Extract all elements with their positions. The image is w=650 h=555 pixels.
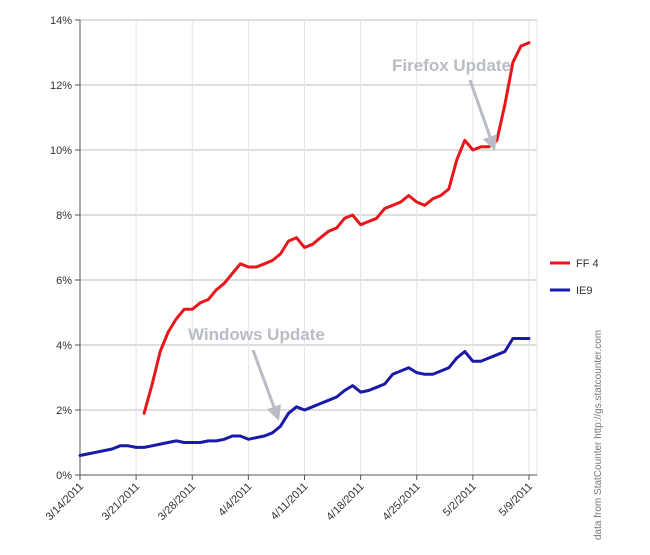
annotation-arrow-windows-update: [251, 349, 281, 421]
y-tick-label: 6%: [56, 275, 72, 287]
source-note: data from StatCounter http://gs.statcoun…: [593, 330, 604, 540]
x-tick-labels: 3/14/2011 3/21/2011 3/28/2011 4/4/2011 4/11/…: [44, 481, 535, 524]
axes: [75, 19, 537, 480]
y-tick-labels: 0% 2% 4% 6% 8% 10% 12% 14%: [50, 15, 72, 482]
x-tick-label: 3/28/2011: [156, 481, 199, 524]
x-tick-label: 5/2/2011: [441, 481, 479, 519]
legend: FF 4 IE9: [550, 258, 599, 297]
x-tick-label: 3/14/2011: [44, 481, 87, 524]
series-line-ie9: [78, 337, 531, 457]
y-tick-label: 10%: [50, 145, 72, 157]
grid: [79, 19, 538, 475]
y-tick-label: 8%: [56, 210, 72, 222]
legend-label-ff-4: FF 4: [576, 258, 599, 270]
series-line-ff-4: [142, 41, 531, 415]
legend-label-ie9: IE9: [576, 285, 593, 297]
y-tick-label: 14%: [50, 15, 72, 27]
x-tick-label: 4/25/2011: [380, 481, 423, 524]
annotation-windows-update: Windows Update: [188, 325, 325, 344]
x-tick-label: 3/21/2011: [100, 481, 143, 524]
series-layer: [78, 41, 531, 457]
annotations: Firefox Update Windows Update: [188, 56, 511, 421]
y-tick-label: 4%: [56, 340, 72, 352]
annotation-arrow-firefox-update: [468, 79, 498, 151]
x-tick-label: 4/4/2011: [216, 481, 254, 519]
y-tick-label: 0%: [56, 470, 72, 482]
x-tick-label: 4/18/2011: [324, 481, 367, 524]
annotation-firefox-update: Firefox Update: [392, 56, 511, 75]
y-tick-label: 12%: [50, 80, 72, 92]
x-tick-label: 5/9/2011: [497, 481, 535, 519]
x-tick-label: 4/11/2011: [269, 481, 311, 523]
y-tick-label: 2%: [56, 405, 72, 417]
